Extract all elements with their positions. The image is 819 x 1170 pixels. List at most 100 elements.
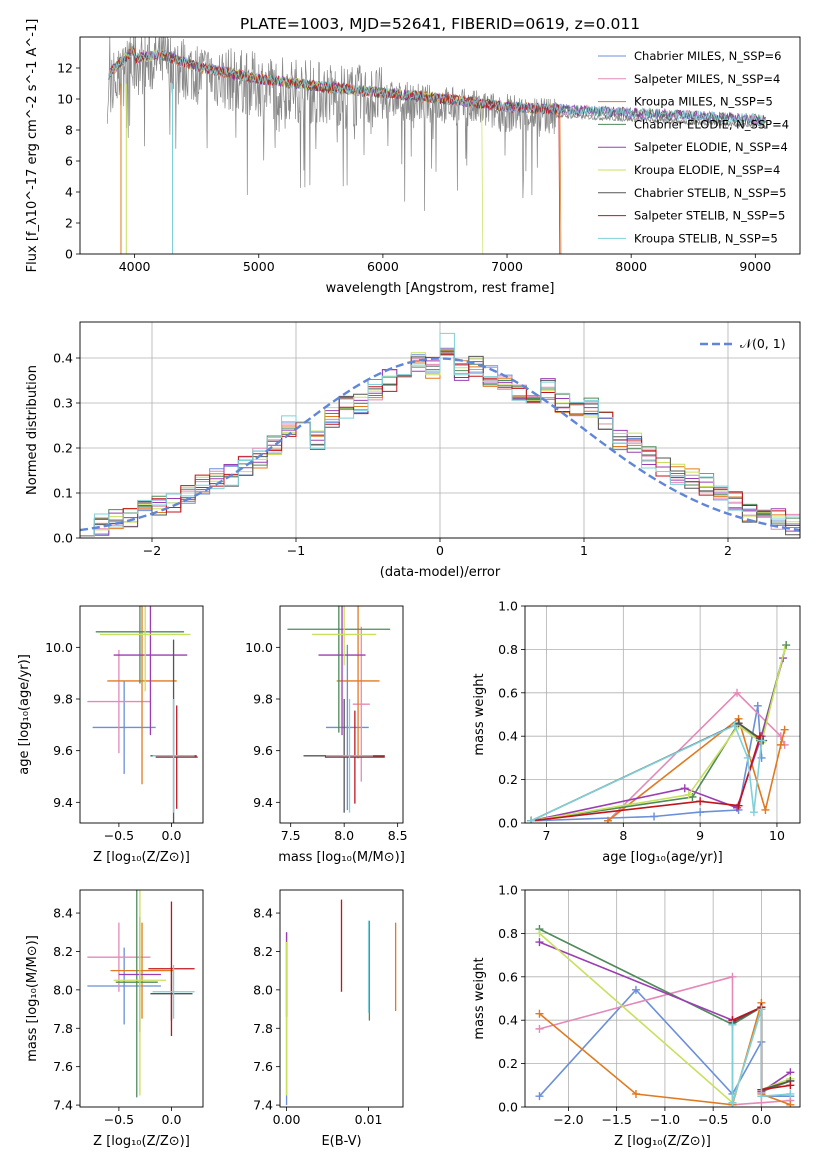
weight-marker (734, 801, 743, 810)
legend-label: 𝒩(0, 1) (740, 336, 786, 351)
y-tick-label: 8.4 (53, 906, 73, 921)
weight-marker (753, 701, 762, 710)
y-tick-label: 0.4 (498, 729, 518, 744)
y-tick-label: 10.0 (45, 640, 73, 655)
y-tick-label: 9.4 (253, 795, 273, 810)
weight-marker (780, 645, 789, 654)
weight-marker (696, 808, 705, 817)
panel-weight_vs_age: 7 8 9 10 0.0 0.2 0.4 0.6 0.8 1.0 age [log₁₀(age/yr… (472, 599, 801, 865)
y-tick-label: 4 (65, 185, 73, 200)
x-axis-label: Z [log₁₀(Z/Z⊙)] (614, 1134, 711, 1149)
x-axis-label: E(B-V) (321, 1134, 361, 1149)
y-tick-label: 0.2 (498, 1056, 518, 1071)
y-tick-label: 1.0 (498, 599, 518, 614)
x-tick-label: 7 (543, 828, 551, 843)
plot-area (535, 925, 795, 1107)
x-tick-label: −1 (287, 543, 305, 558)
panel-mass_vs_EBV: 0.00 0.01 7.4 7.6 7.8 8.0 8.2 8.4 E(B-V) (253, 889, 404, 1149)
y-tick-label: 0.6 (498, 685, 518, 700)
weight-marker (650, 812, 659, 821)
axes-frame (524, 889, 801, 1108)
legend-label: Chabrier MILES, N_SSP=6 (634, 49, 781, 63)
legend-label: Salpeter MILES, N_SSP=4 (634, 72, 780, 86)
weight-marker (535, 938, 544, 947)
y-tick-label: 0.1 (53, 486, 73, 501)
axes-frame (524, 605, 801, 824)
x-tick-label: 8.0 (334, 828, 354, 843)
x-tick-label: −1.0 (650, 1112, 680, 1127)
x-tick-label: 7000 (491, 259, 523, 274)
y-tick-label: 0 (65, 247, 73, 262)
weight-marker (680, 784, 689, 793)
y-tick-label: 8.0 (253, 982, 273, 997)
weight-marker (728, 1098, 737, 1107)
y-tick-label: 2 (65, 216, 73, 231)
y-tick-label: 9.6 (253, 743, 273, 758)
weight-marker (761, 805, 770, 814)
y-tick-label: 7.8 (253, 1021, 273, 1036)
plot-area (106, 37, 767, 254)
axes-frame (279, 889, 404, 1108)
x-tick-label: 0.0 (162, 1112, 182, 1127)
legend-label: Kroupa STELIB, N_SSP=5 (634, 231, 778, 245)
x-tick-label: 7.5 (281, 828, 301, 843)
y-tick-label: 0.4 (498, 1013, 518, 1028)
figure-title: PLATE=1003, MJD=52641, FIBERID=0619, z=0… (240, 15, 640, 33)
x-tick-label: −2.0 (553, 1112, 583, 1127)
x-axis-label: (data-model)/error (380, 565, 501, 580)
weight-marker (631, 1089, 640, 1098)
model-spectrum-kroupa-elodie (108, 48, 484, 254)
x-tick-label: 4000 (119, 259, 151, 274)
y-tick-label: 10.0 (245, 640, 273, 655)
plot-area (87, 606, 198, 823)
y-tick-label: 9.6 (53, 743, 73, 758)
x-tick-label: 0 (436, 543, 444, 558)
x-tick-label: 9000 (739, 259, 771, 274)
panel-residuals: −2 −1 0 1 2 0.0 0.1 0.2 0.3 0.4 (data-model)/error… (25, 321, 801, 580)
weight-line (531, 735, 761, 822)
x-tick-label: 0.01 (355, 1112, 383, 1127)
weight-marker (684, 790, 693, 799)
model-spectrum-salpeter-stelib (108, 47, 561, 254)
y-tick-label: 8.4 (253, 906, 273, 921)
panel-spectrum: 4000 5000 6000 7000 8000 9000 0 2 4 6 8 10 12 wavelen… (25, 19, 801, 296)
y-tick-label: 0.0 (498, 816, 518, 831)
x-axis-label: wavelength [Angstrom, rest frame] (326, 281, 555, 296)
x-tick-label: −1.5 (601, 1112, 631, 1127)
x-tick-label: 6000 (367, 259, 399, 274)
weight-marker (743, 753, 752, 762)
x-tick-label: −0.5 (698, 1112, 728, 1127)
x-tick-label: −0.5 (104, 1112, 134, 1127)
y-tick-label: 0.2 (53, 441, 73, 456)
weight-marker (757, 1005, 766, 1014)
histogram-kroupa-stelib (80, 332, 800, 537)
weight-marker (527, 816, 536, 823)
axes-frame (79, 889, 204, 1108)
weight-marker (749, 808, 758, 817)
panel-weight_vs_Z: −2.0 −1.5 −1.0 −0.5 0.0 0.0 0.2 0.4 0.6 0.8 1.0 Z [… (472, 883, 801, 1149)
y-tick-label: 0.8 (498, 926, 518, 941)
x-axis-label: Z [log₁₀(Z/Z⊙)] (93, 1134, 190, 1149)
panel-age_vs_Z: −0.5 0.0 9.4 9.6 9.8 10.0 Z [log₁₀(Z/Z⊙)] age [… (17, 605, 204, 865)
y-tick-label: 0.8 (498, 642, 518, 657)
weight-marker (786, 1081, 795, 1090)
y-tick-label: 7.6 (53, 1059, 73, 1074)
y-tick-label: 0.2 (498, 772, 518, 787)
axes-frame (79, 605, 204, 824)
weight-marker (733, 688, 742, 697)
x-tick-label: 8.5 (388, 828, 408, 843)
weight-line (731, 1009, 791, 1103)
y-tick-label: 8.2 (53, 944, 73, 959)
y-tick-label: 9.4 (53, 795, 73, 810)
x-tick-label: 8000 (615, 259, 647, 274)
x-tick-label: 8 (619, 828, 627, 843)
weight-marker (603, 816, 612, 823)
x-tick-label: 2 (724, 543, 732, 558)
y-tick-label: 9.8 (253, 692, 273, 707)
x-axis-label: age [log₁₀(age/yr)] (602, 850, 723, 865)
y-tick-label: 1.0 (498, 883, 518, 898)
weight-marker (756, 732, 765, 741)
weight-marker (535, 929, 544, 938)
weight-marker (786, 1089, 795, 1098)
weight-marker (696, 797, 705, 806)
